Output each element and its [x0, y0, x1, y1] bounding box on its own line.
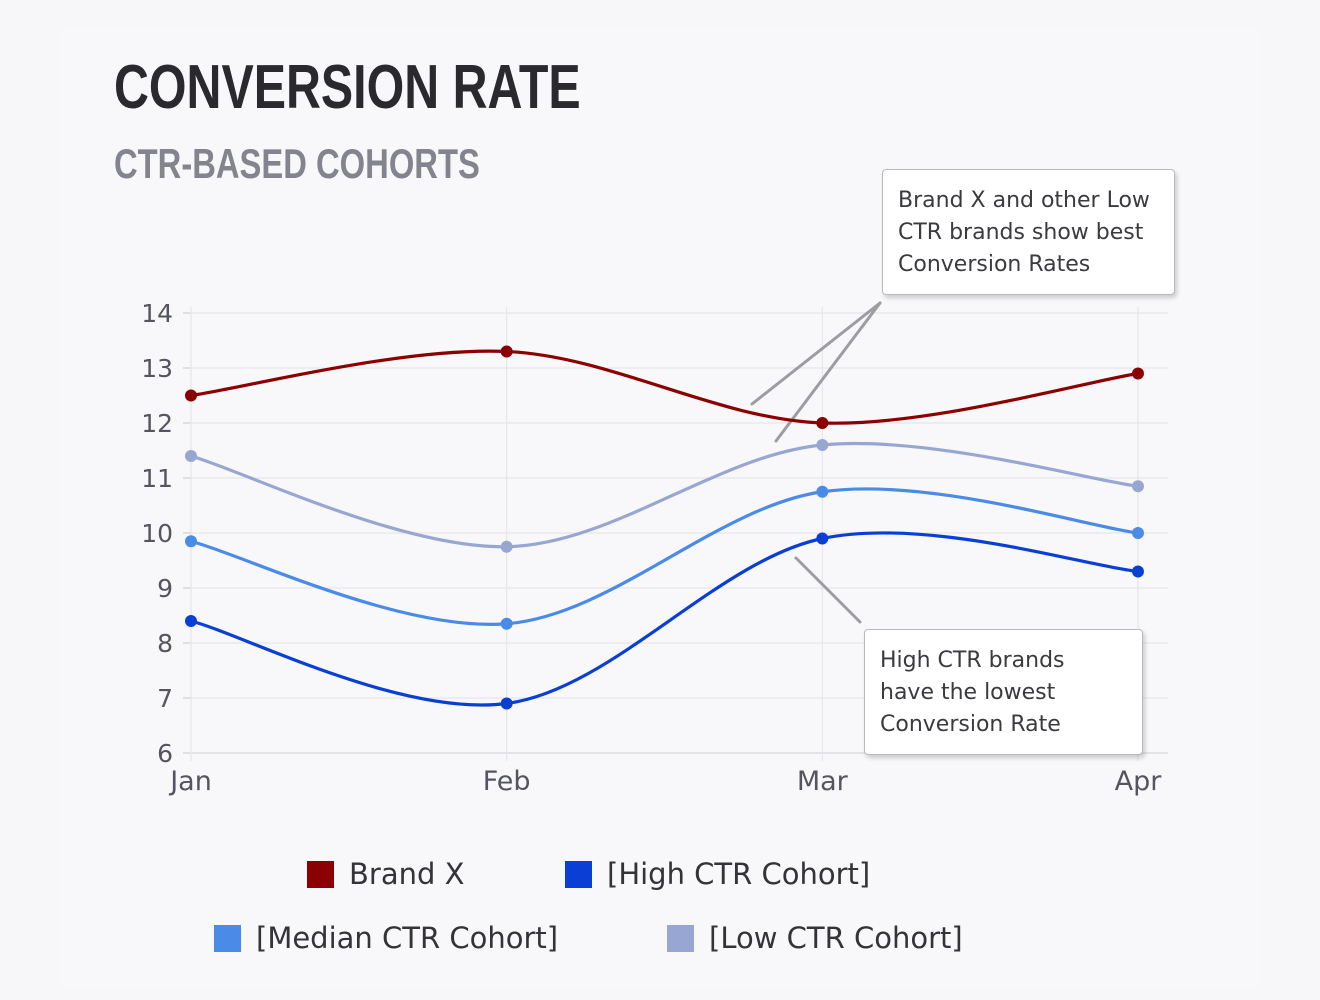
y-tick-label: 7	[157, 684, 173, 713]
y-tick-label: 9	[157, 574, 173, 603]
subtitle-ctr: CTR	[114, 140, 182, 187]
callout-pointer	[794, 556, 862, 624]
legend-swatch	[214, 924, 241, 952]
data-point	[185, 389, 197, 402]
legend-item-median-ctr[interactable]: [Median CTR Cohort]	[214, 921, 558, 955]
data-point	[816, 439, 829, 451]
y-tick-label: 12	[141, 409, 173, 438]
data-point	[1132, 367, 1144, 380]
data-point	[816, 485, 829, 498]
legend-label: [High CTR Cohort]	[607, 857, 871, 891]
data-point	[816, 532, 829, 545]
y-tick-label: 13	[141, 354, 173, 383]
y-tick-label: 11	[141, 464, 173, 493]
callout-line: Brand X and other Low	[898, 188, 1150, 213]
legend-swatch	[667, 924, 694, 952]
data-point	[500, 617, 513, 630]
series-line	[190, 349, 1139, 425]
series-line	[190, 531, 1139, 707]
x-tick-label: Feb	[483, 766, 531, 797]
data-point	[185, 450, 197, 462]
callout-pointer	[750, 301, 882, 406]
legend-label: [Median CTR Cohort]	[256, 921, 559, 955]
callout-high-ctr: High CTR brands have the lowest Conversi…	[864, 629, 1143, 755]
data-point	[500, 345, 513, 358]
legend-label: [Low CTR Cohort]	[709, 921, 963, 955]
callout-pointer	[774, 301, 882, 443]
data-point	[1132, 565, 1144, 578]
callout-line: Conversion Rate	[880, 712, 1061, 737]
y-tick-label: 8	[157, 629, 173, 658]
legend-item-brand-x[interactable]: Brand X	[307, 857, 464, 891]
legend-swatch	[565, 860, 592, 888]
x-tick-label: Apr	[1115, 766, 1163, 797]
y-tick-label: 14	[141, 299, 173, 328]
chart-subtitle: CTR-BASED COHORTS	[114, 140, 480, 188]
callout-line: have the lowest	[880, 680, 1056, 705]
legend-item-low-ctr[interactable]: [Low CTR Cohort]	[667, 921, 963, 955]
legend-swatch	[307, 860, 334, 888]
legend-item-high-ctr[interactable]: [High CTR Cohort]	[565, 857, 870, 891]
chart-title: CONVERSION RATE	[114, 53, 581, 122]
data-point	[1132, 527, 1144, 539]
subtitle-rest: -BASED COHORTS	[181, 140, 480, 187]
callout-low-ctr: Brand X and other Low CTR brands show be…	[882, 169, 1175, 295]
callout-line: CTR brands show best	[898, 220, 1144, 245]
data-point	[185, 535, 197, 548]
data-point	[500, 540, 513, 553]
y-tick-label: 6	[157, 739, 173, 768]
callout-line: Conversion Rates	[898, 252, 1091, 277]
data-point	[185, 615, 197, 627]
callout-line: High CTR brands	[880, 648, 1065, 673]
series-line	[190, 441, 1139, 549]
data-point	[816, 417, 829, 429]
data-point	[1132, 480, 1144, 493]
y-tick-label: 10	[141, 519, 173, 548]
x-tick-label: Jan	[168, 766, 212, 797]
legend-label: Brand X	[349, 857, 465, 891]
series-line	[190, 487, 1139, 626]
data-point	[500, 697, 513, 710]
x-tick-label: Mar	[797, 766, 849, 797]
